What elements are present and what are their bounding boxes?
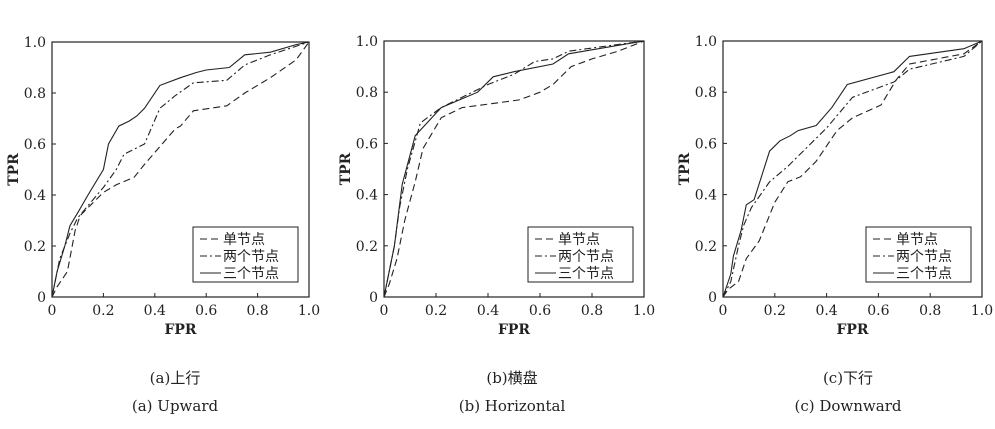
x-tick-label: 0.4: [815, 303, 837, 319]
series-line-dashdot: [51, 41, 310, 298]
legend-label: 单节点: [223, 232, 265, 248]
caption-cn: (b)横盘: [486, 369, 537, 387]
y-tick-label: 0.4: [356, 188, 378, 204]
series-line-solid: [383, 40, 645, 298]
subplot-0: 0 0.2 0.4 0.6 0.8 1.0 0 0.2 0.4 0.6 0.8 1.0 FPR TPR 单节…: [6, 35, 320, 415]
x-tick-label: 0.6: [195, 303, 217, 319]
legend-label: 两个节点: [558, 249, 614, 265]
legend-label: 三个节点: [223, 266, 279, 282]
x-tick-label: 1.0: [971, 303, 993, 319]
x-tick-label: 0: [719, 303, 728, 319]
y-tick-label: 0.6: [695, 136, 717, 152]
y-tick-label: 0: [37, 290, 46, 306]
plot-frame: [722, 40, 983, 298]
caption-en: (b) Horizontal: [459, 397, 566, 415]
y-tick-label: 0.4: [695, 188, 717, 204]
y-tick-label: 0.2: [356, 239, 378, 255]
plot-frame: [51, 41, 310, 298]
legend-label: 单节点: [896, 232, 938, 248]
legend-label: 单节点: [558, 232, 600, 248]
series-line-dashdot: [383, 40, 645, 298]
y-axis-label: TPR: [6, 153, 22, 186]
y-axis-label: TPR: [677, 152, 693, 185]
series-line-dashed: [51, 41, 310, 298]
legend-label: 三个节点: [896, 266, 952, 282]
caption-cn: (c)下行: [823, 369, 873, 387]
x-tick-label: 0.4: [144, 303, 166, 319]
caption-en: (a) Upward: [132, 397, 219, 415]
x-axis-label: FPR: [498, 322, 530, 338]
x-tick-label: 0: [380, 303, 389, 319]
legend-label: 两个节点: [223, 249, 279, 265]
y-tick-label: 0: [708, 290, 717, 306]
subplot-2: 0 0.2 0.4 0.6 0.8 1.0 0 0.2 0.4 0.6 0.8 1.0 FPR TPR 单节…: [677, 34, 993, 415]
x-tick-label: 0.6: [867, 303, 889, 319]
x-tick-label: 0.8: [919, 303, 941, 319]
x-axis-label: FPR: [836, 322, 868, 338]
x-tick-label: 0.2: [425, 303, 447, 319]
x-tick-label: 0.4: [477, 303, 499, 319]
y-tick-label: 0.4: [24, 188, 46, 204]
y-tick-label: 1.0: [24, 35, 46, 51]
y-tick-label: 0: [369, 290, 378, 306]
series-line-dashdot: [722, 40, 983, 298]
y-tick-label: 0.6: [356, 136, 378, 152]
y-tick-label: 0.8: [695, 85, 717, 101]
x-tick-label: 1.0: [633, 303, 655, 319]
x-tick-label: 1.0: [298, 303, 320, 319]
caption-en: (c) Downward: [795, 397, 902, 415]
x-axis-label: FPR: [164, 322, 196, 338]
legend-label: 三个节点: [558, 266, 614, 282]
series-line-dashed: [722, 40, 983, 298]
legend-label: 两个节点: [896, 249, 952, 265]
y-axis-label: TPR: [338, 152, 354, 185]
series-line-solid: [722, 40, 983, 298]
y-tick-label: 0.8: [24, 86, 46, 102]
series-line-dashed: [383, 40, 645, 298]
subplot-1: 0 0.2 0.4 0.6 0.8 1.0 0 0.2 0.4 0.6 0.8 1.0 FPR TPR 单节…: [338, 34, 655, 415]
plot-frame: [383, 40, 645, 298]
x-tick-label: 0: [48, 303, 57, 319]
x-tick-label: 0.8: [581, 303, 603, 319]
y-tick-label: 1.0: [695, 34, 717, 50]
x-tick-label: 0.2: [92, 303, 114, 319]
x-tick-label: 0.8: [246, 303, 268, 319]
series-line-solid: [51, 41, 310, 298]
x-tick-label: 0.6: [529, 303, 551, 319]
x-tick-label: 0.2: [764, 303, 786, 319]
y-tick-label: 1.0: [356, 34, 378, 50]
y-tick-label: 0.2: [24, 239, 46, 255]
y-tick-label: 0.6: [24, 137, 46, 153]
caption-cn: (a)上行: [150, 369, 201, 387]
y-tick-label: 0.8: [356, 85, 378, 101]
y-tick-label: 0.2: [695, 239, 717, 255]
